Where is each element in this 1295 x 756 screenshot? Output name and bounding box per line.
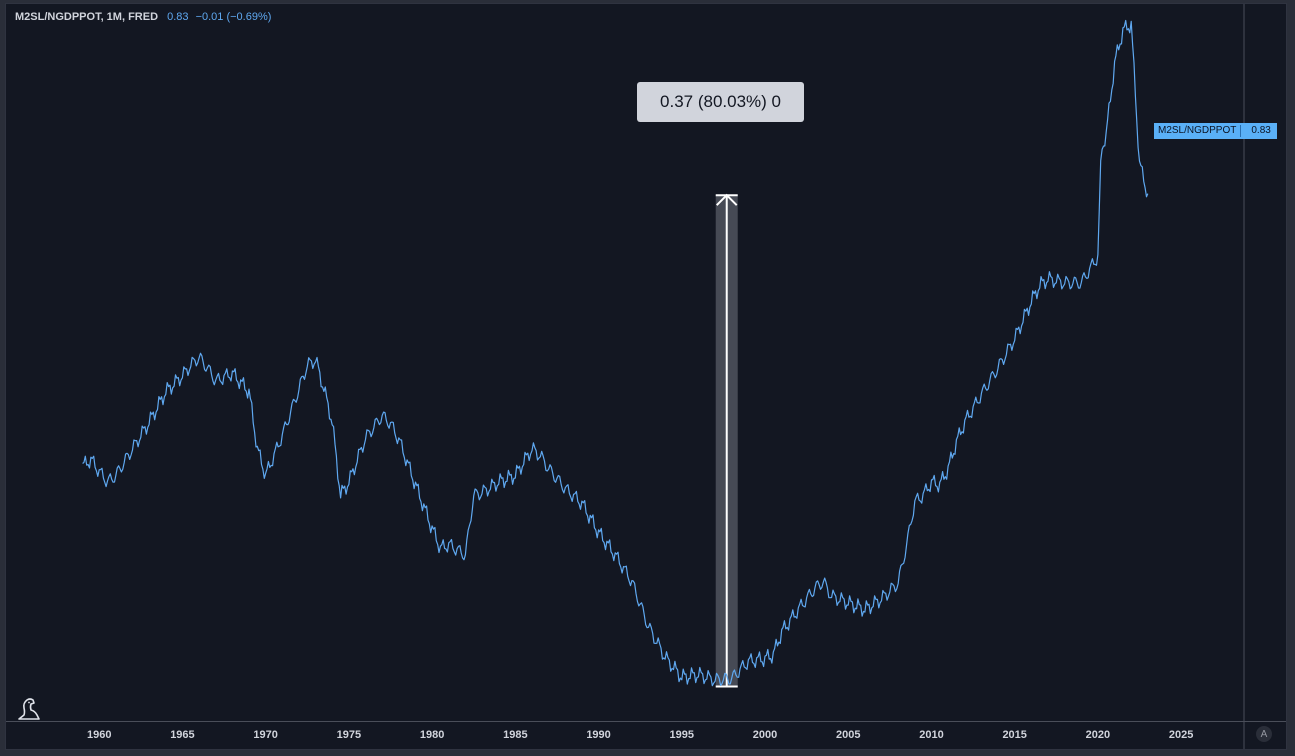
measure-tool[interactable] [715,193,738,688]
auto-scale-button[interactable]: A [1256,726,1272,742]
x-tick-label: 2000 [753,729,777,741]
x-tick-label: 1980 [420,729,444,741]
measure-label: 0.37 (80.03%) 0 [637,82,804,122]
price-tag-divider [1240,125,1242,137]
legend: M2SL/NGDPPOT, 1M, FRED 0.83 −0.01 (−0.69… [15,11,271,23]
series-line-0 [82,19,1149,687]
price-tag-name: M2SL/NGDPPOT [1158,125,1237,136]
x-tick-label: 1975 [337,729,361,741]
x-tick-label: 1970 [253,729,277,741]
x-tick-label: 2015 [1002,729,1026,741]
price-tag-value: 0.83 [1251,125,1271,136]
x-tick-label: 2020 [1086,729,1110,741]
x-tick-label: 1985 [503,729,527,741]
x-tick-label: 1960 [87,729,111,741]
x-tick-label: 1995 [670,729,694,741]
x-tick-label: 1965 [170,729,194,741]
legend-change: −0.01 (−0.69%) [195,11,272,23]
x-tick-label: 2010 [919,729,943,741]
x-tick-label: 2005 [836,729,860,741]
x-tick-label: 2025 [1169,729,1193,741]
x-axis-ticks: 1960 1965 1970 1975 1980 1985 1990 1995 2000 2005… [87,729,1193,741]
x-tick-label: 1990 [586,729,610,741]
legend-last-value: 0.83 [167,11,189,23]
price-tag: M2SL/NGDPPOT 0.83 [1154,123,1277,139]
measure-arrowhead [716,193,738,206]
chart-canvas[interactable]: 1960 1965 1970 1975 1980 1985 1990 1995 2000 2005… [6,4,1286,749]
legend-symbol[interactable]: M2SL/NGDPPOT, 1M, FRED [15,11,159,23]
series-line-group [82,19,1149,687]
tradingview-dino-icon[interactable] [16,694,44,727]
chart-pane[interactable]: 1960 1965 1970 1975 1980 1985 1990 1995 2000 2005… [5,3,1287,750]
